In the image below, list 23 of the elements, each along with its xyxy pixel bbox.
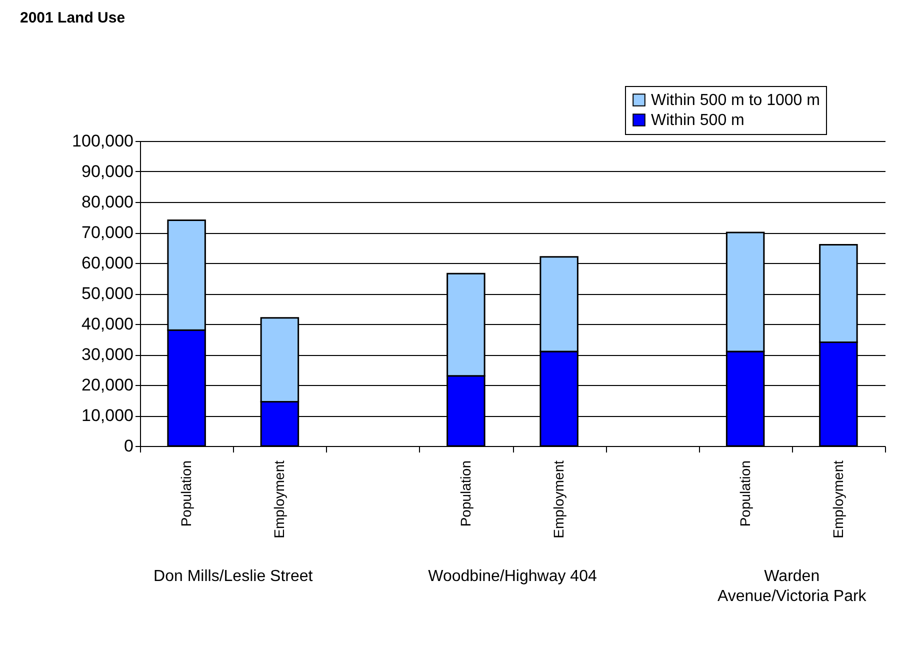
chart-title: 2001 Land Use [20, 10, 126, 26]
y-tick-label: 20,000 [82, 376, 134, 394]
y-tick-label: 70,000 [82, 223, 134, 242]
y-tick-label: 50,000 [82, 284, 134, 303]
text: Woodbine/Highway 404 [428, 568, 597, 585]
text: Don Mills/Leslie Street [154, 568, 314, 585]
y-tick-label: 100,000 [72, 132, 134, 150]
y-tick-label: 30,000 [82, 345, 134, 364]
x-tick-label: Employment [271, 460, 288, 538]
y-tick-label: 80,000 [82, 192, 134, 212]
legend-label: Within 500 m [651, 112, 744, 129]
legend-label: Within 500 m to 1000 m [651, 92, 820, 109]
x-tick-label: Population [457, 460, 474, 527]
x-tick-label: Population [736, 460, 753, 527]
text: Warden Avenue/Victoria Park [717, 568, 868, 605]
x-tick-label: Employment [550, 460, 567, 538]
y-tick-label: 0 [124, 436, 134, 456]
x-tick-label: Employment [830, 460, 846, 538]
y-tick-label: 40,000 [82, 314, 134, 334]
y-tick-label: 90,000 [82, 162, 134, 181]
y-tick-label: 60,000 [82, 254, 134, 272]
x-tick-label: Population [178, 460, 194, 527]
y-tick-label: 10,000 [82, 406, 134, 425]
